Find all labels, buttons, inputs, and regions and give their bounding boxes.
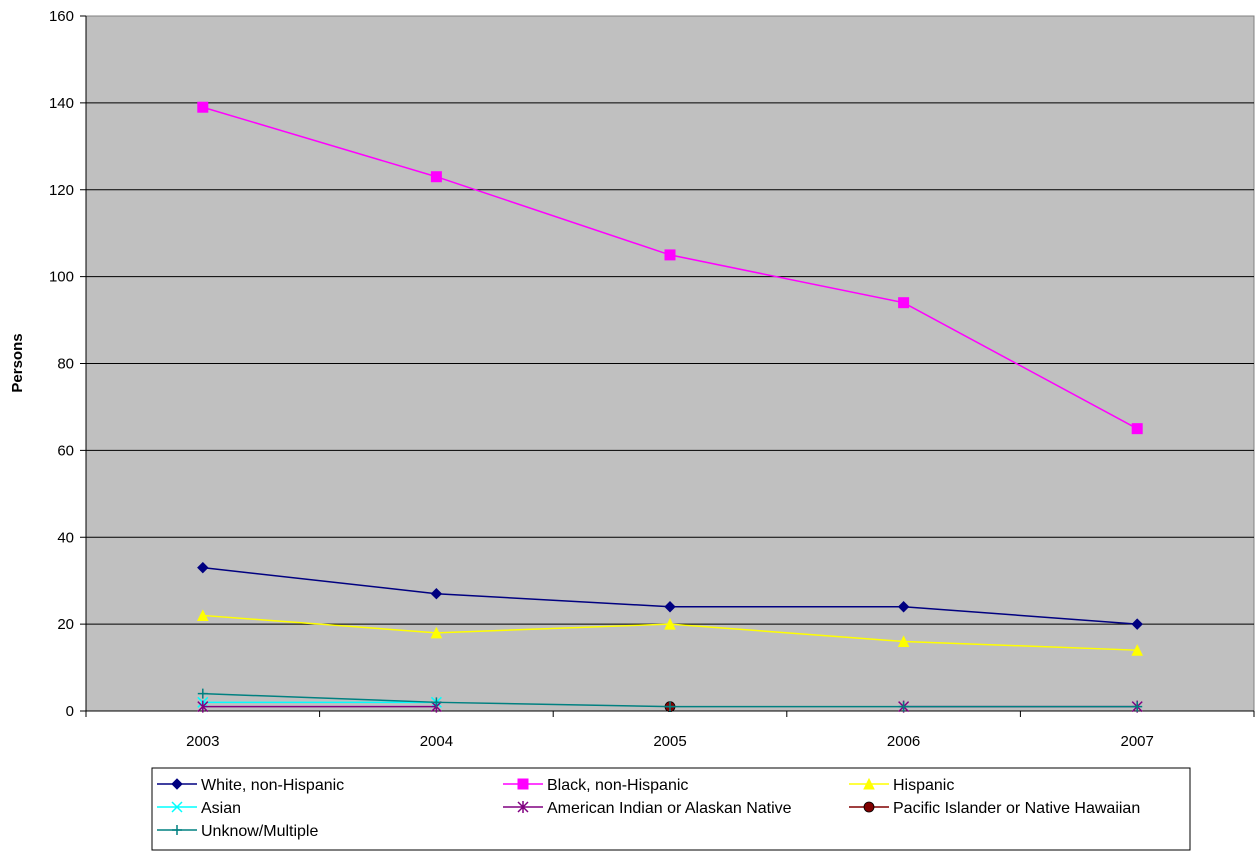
x-tick-label: 2006 [887, 733, 920, 750]
y-tick-label: 40 [57, 529, 74, 546]
series-0 [197, 561, 1143, 630]
x-tick-label: 2007 [1121, 733, 1154, 750]
y-tick-label: 100 [49, 269, 74, 286]
data-point [664, 249, 676, 261]
legend-swatch-marker [863, 801, 875, 813]
y-tick-label: 160 [49, 8, 74, 25]
legend-swatch-marker [172, 825, 182, 835]
legend-swatch-marker [863, 777, 875, 790]
y-tick-label: 80 [57, 356, 74, 373]
data-point [197, 101, 209, 113]
x-tick-label: 2004 [420, 733, 453, 750]
data-point [898, 701, 909, 712]
data-point [897, 635, 910, 647]
series-6 [197, 688, 1143, 712]
y-axis-title: Persons [9, 333, 26, 392]
data-point [897, 601, 910, 613]
data-point [1131, 644, 1144, 656]
data-point [1132, 701, 1143, 712]
legend-label: Pacific Islander or Native Hawaiian [893, 800, 1140, 817]
legend-item: Asian [157, 800, 241, 817]
legend-item: Pacific Islander or Native Hawaiian [849, 800, 1140, 817]
y-tick-label: 20 [57, 616, 74, 633]
legend-item: Unknow/Multiple [157, 823, 318, 840]
legend-label: Asian [201, 800, 241, 817]
y-tick-label: 120 [49, 182, 74, 199]
legend-item: White, non-Hispanic [157, 777, 344, 794]
data-point [197, 700, 209, 713]
x-tick-label: 2003 [186, 733, 219, 750]
data-point [1131, 423, 1143, 435]
series-2 [196, 609, 1144, 656]
legend-swatch-marker [517, 801, 529, 813]
data-point [1131, 618, 1143, 630]
legend-label: Hispanic [893, 777, 954, 794]
legend-box [151, 767, 1191, 851]
data-point [431, 697, 442, 708]
data-point [196, 609, 209, 621]
series-1 [197, 101, 1143, 435]
legend: White, non-Hispanic Black, non-Hispanic Hi… [151, 767, 1191, 851]
x-tick-label: 2005 [653, 733, 686, 750]
legend-swatch-marker [517, 778, 529, 790]
legend-label: American Indian or Alaskan Native [547, 800, 792, 817]
y-tick-label: 60 [57, 442, 74, 459]
data-point [430, 171, 442, 183]
legend-label: Unknow/Multiple [201, 823, 318, 840]
gridlines [86, 102, 1254, 625]
series-layer [196, 101, 1144, 713]
legend-label: Black, non-Hispanic [547, 777, 688, 794]
data-point [197, 561, 209, 574]
legend-item: Hispanic [849, 777, 954, 794]
y-tick-label: 140 [49, 95, 74, 112]
data-point [430, 588, 443, 600]
y-axis-ticks: 0 20 40 60 80 100 120 140 160 [49, 8, 86, 720]
x-axis-ticks: 2003 2004 2005 2006 2007 [85, 711, 1255, 750]
data-point [197, 688, 208, 699]
data-point [430, 626, 443, 639]
data-point [664, 618, 676, 630]
y-tick-label: 0 [66, 703, 74, 720]
legend-item: American Indian or Alaskan Native [503, 800, 792, 817]
data-point [898, 297, 910, 309]
legend-label: White, non-Hispanic [201, 777, 344, 794]
legend-swatch-marker [171, 778, 183, 790]
data-point [664, 601, 676, 613]
legend-swatch-marker [171, 801, 183, 813]
data-point [665, 701, 675, 712]
legend-item: Black, non-Hispanic [503, 777, 688, 794]
